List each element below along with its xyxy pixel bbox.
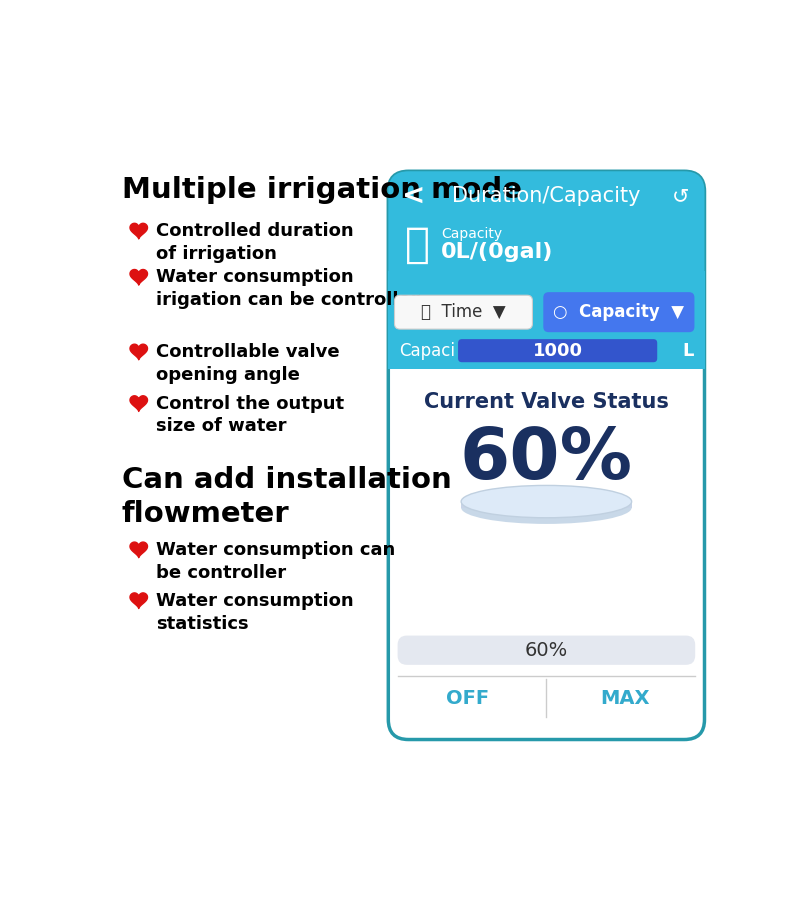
Ellipse shape — [461, 492, 632, 523]
FancyBboxPatch shape — [388, 171, 705, 740]
Text: Capacity: Capacity — [441, 227, 502, 241]
Text: 1000: 1000 — [533, 341, 582, 359]
Text: ○  Capacity  ▼: ○ Capacity ▼ — [554, 303, 684, 321]
FancyBboxPatch shape — [394, 296, 533, 329]
Polygon shape — [130, 542, 147, 558]
FancyBboxPatch shape — [543, 292, 694, 332]
Polygon shape — [130, 269, 147, 286]
Text: Current Valve Status: Current Valve Status — [424, 392, 669, 413]
Text: Capaci: Capaci — [399, 341, 455, 359]
Bar — [388, 332, 705, 369]
Text: Water consumption can
be controller: Water consumption can be controller — [156, 541, 395, 582]
Text: Multiple irrigation mode: Multiple irrigation mode — [122, 176, 522, 204]
Polygon shape — [130, 223, 147, 239]
Text: 0L/(0gal): 0L/(0gal) — [441, 242, 554, 262]
Text: Controllable valve
opening angle: Controllable valve opening angle — [156, 343, 339, 384]
Polygon shape — [130, 593, 147, 608]
Polygon shape — [130, 396, 147, 412]
FancyBboxPatch shape — [398, 635, 695, 665]
Text: <: < — [402, 182, 426, 210]
Text: ↺: ↺ — [671, 186, 689, 206]
Bar — [388, 291, 705, 332]
Text: OFF: OFF — [446, 689, 489, 708]
FancyBboxPatch shape — [388, 171, 705, 291]
FancyBboxPatch shape — [458, 339, 658, 362]
Text: Water consumption
statistics: Water consumption statistics — [156, 592, 354, 633]
Text: Control the output
size of water: Control the output size of water — [156, 395, 344, 435]
Text: L: L — [682, 341, 694, 359]
Text: Can add installation
flowmeter: Can add installation flowmeter — [122, 466, 451, 528]
Text: ⧖: ⧖ — [406, 223, 430, 266]
Text: ⏰  Time  ▼: ⏰ Time ▼ — [421, 303, 506, 321]
Text: 60%: 60% — [460, 424, 633, 494]
Text: 60%: 60% — [525, 641, 568, 660]
Bar — [461, 502, 632, 508]
Ellipse shape — [461, 486, 632, 518]
Text: Controlled duration
of irrigation: Controlled duration of irrigation — [156, 222, 354, 263]
Bar — [388, 270, 705, 291]
Text: Duration/Capacity: Duration/Capacity — [452, 186, 641, 206]
Text: MAX: MAX — [601, 689, 650, 708]
Text: Water consumption
irigation can be controller: Water consumption irigation can be contr… — [156, 268, 419, 309]
Polygon shape — [130, 344, 147, 359]
